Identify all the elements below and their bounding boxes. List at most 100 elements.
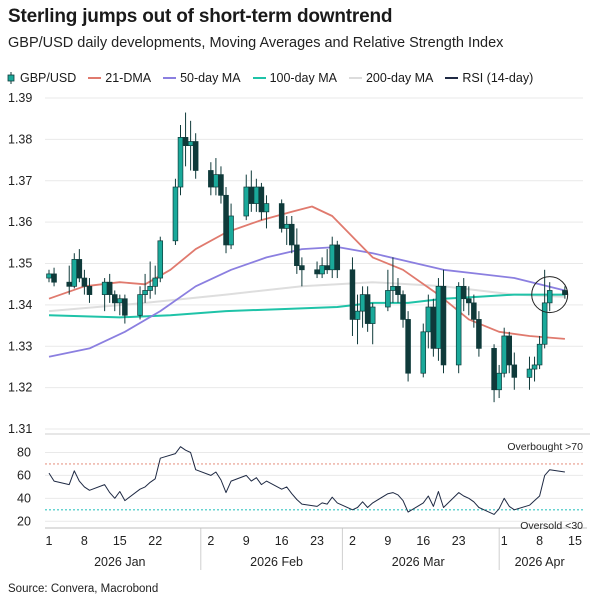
ma50-line	[48, 246, 566, 358]
x-tick-label: 16	[416, 534, 430, 548]
legend-swatch-ma50	[163, 77, 177, 79]
chart-subtitle: GBP/USD daily developments, Moving Avera…	[8, 35, 504, 51]
x-tick-label: 15	[568, 534, 582, 548]
candle-body	[117, 298, 123, 304]
rsi-tick-label: 60	[17, 468, 31, 482]
candle-body	[430, 306, 437, 349]
legend: GBP/USD 21-DMA 50-day MA 100-day MA 200-…	[6, 71, 545, 85]
legend-label-ma200: 200-day MA	[365, 71, 434, 85]
candle-body	[208, 170, 214, 188]
month-label: 2026 Jan	[94, 555, 145, 569]
candle-body	[364, 294, 371, 324]
candle-body	[106, 281, 113, 295]
legend-swatch-ma100	[252, 77, 266, 79]
candle-body	[496, 372, 502, 391]
candle-body	[187, 141, 194, 146]
candle-body	[243, 186, 250, 217]
candle-body	[435, 285, 442, 349]
price-tick-label: 1.31	[8, 422, 32, 436]
candle-body	[223, 194, 229, 246]
candle-body	[283, 223, 290, 229]
legend-item-ma50: 50-day MA	[163, 71, 241, 85]
candle-body	[349, 269, 356, 320]
candle-body	[466, 298, 472, 304]
rsi-tick-label: 20	[17, 514, 31, 528]
x-tick-label: 15	[113, 534, 127, 548]
candle-body	[491, 348, 497, 391]
x-tick-label: 1	[501, 534, 508, 548]
candle-body	[395, 285, 401, 295]
rsi-tick-label: 80	[17, 445, 31, 459]
price-tick-label: 1.37	[8, 174, 32, 188]
candle-body	[455, 285, 462, 366]
price-tick-label: 1.38	[8, 132, 32, 146]
candle-body	[354, 310, 361, 320]
month-label: 2026 Feb	[250, 555, 303, 569]
x-tick-label: 1	[46, 534, 53, 548]
legend-item-ma200: 200-day MA	[348, 71, 434, 85]
candle-legend-icon	[6, 72, 16, 84]
candle-body	[390, 285, 396, 291]
candle-body	[152, 277, 158, 287]
candle-body	[81, 277, 88, 287]
candle-body	[122, 298, 128, 316]
price-tick-label: 1.34	[8, 298, 32, 312]
highlight-circle	[531, 276, 569, 314]
candle-body	[476, 319, 482, 349]
candle-body	[213, 174, 219, 188]
candle-body	[536, 343, 543, 366]
candle-body	[299, 265, 305, 271]
month-label: 2026 Apr	[515, 555, 565, 569]
candle-body	[405, 319, 411, 374]
x-tick-label: 22	[148, 534, 162, 548]
candle-body	[471, 302, 477, 320]
candle-body	[526, 368, 533, 378]
candle-body	[294, 244, 300, 266]
candle-body	[101, 281, 108, 295]
candle-body	[172, 186, 179, 242]
candle-body	[177, 137, 184, 188]
candle-body	[329, 244, 335, 271]
candle-body	[562, 290, 568, 295]
candle-body	[248, 186, 255, 204]
candle-body	[192, 141, 199, 171]
candle-body	[51, 273, 57, 283]
candle-body	[425, 306, 432, 333]
legend-label-dma21: 21-DMA	[105, 71, 152, 85]
candle-body	[157, 240, 164, 279]
price-tick-label: 1.33	[8, 339, 32, 353]
overbought-label: Overbought >70	[507, 441, 583, 453]
x-tick-label: 9	[243, 534, 250, 548]
candle-body	[546, 290, 553, 304]
legend-label-ma100: 100-day MA	[269, 71, 337, 85]
candle-body	[506, 335, 513, 366]
x-tick-label: 8	[81, 534, 88, 548]
candle-body	[531, 364, 538, 370]
candle-body	[460, 285, 467, 300]
legend-item-dma21: 21-DMA	[88, 71, 151, 85]
candle-body	[46, 273, 52, 279]
legend-item-ma100: 100-day MA	[252, 71, 337, 85]
legend-item-rsi: RSI (14-day)	[445, 71, 533, 85]
candle-body	[263, 203, 270, 213]
candle-body	[278, 203, 285, 229]
candle-body	[369, 306, 376, 324]
x-tick-label: 2	[207, 534, 214, 548]
source-note: Source: Convera, Macrobond	[8, 583, 159, 595]
candle-body	[253, 186, 260, 204]
x-tick-label: 8	[536, 534, 543, 548]
candle-body	[71, 259, 78, 287]
rsi-line	[48, 446, 565, 515]
price-tick-label: 1.36	[8, 215, 32, 229]
legend-swatch-ma200	[348, 77, 362, 79]
x-tick-label: 16	[275, 534, 289, 548]
ma200-line	[48, 281, 565, 313]
candle-body	[319, 265, 325, 275]
candle-body	[420, 331, 427, 374]
month-label: 2026 Mar	[392, 555, 445, 569]
oversold-label: Oversold <30	[520, 520, 583, 532]
candle-body	[258, 186, 265, 213]
candle-body	[400, 294, 406, 320]
price-tick-label: 1.35	[8, 257, 32, 271]
